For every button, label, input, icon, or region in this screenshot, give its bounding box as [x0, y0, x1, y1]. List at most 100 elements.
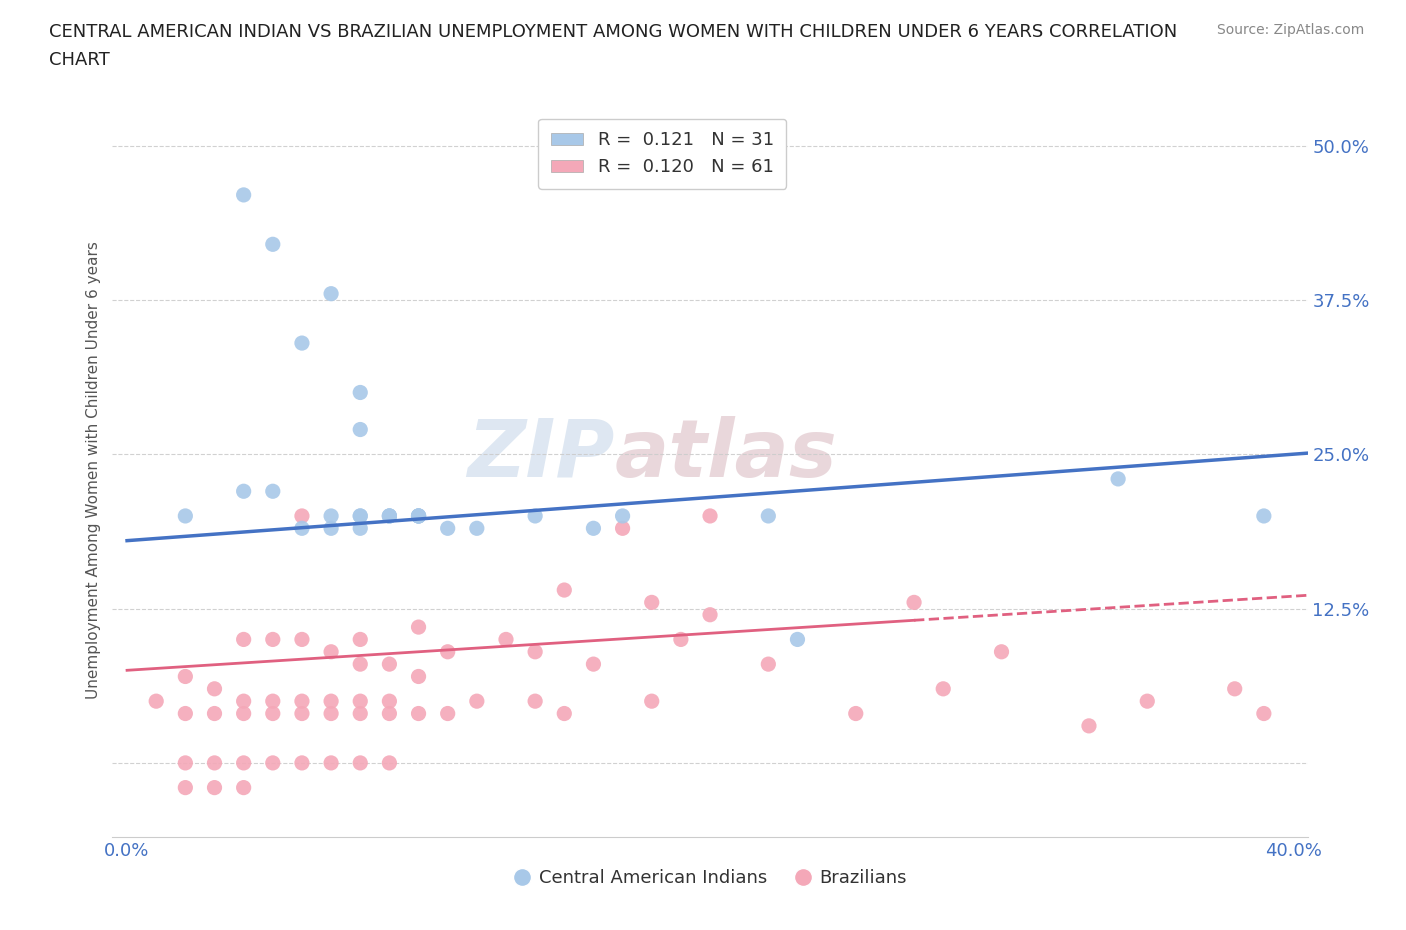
Point	[232, 755, 254, 770]
Point	[319, 755, 342, 770]
Y-axis label: Unemployment Among Women with Children Under 6 years: Unemployment Among Women with Children U…	[86, 241, 101, 698]
Point	[174, 706, 197, 721]
Point	[319, 694, 342, 709]
Point	[291, 755, 314, 770]
Point	[786, 632, 808, 647]
Point	[641, 694, 664, 709]
Point	[553, 582, 575, 597]
Point	[612, 509, 634, 524]
Point	[349, 755, 371, 770]
Point	[232, 632, 254, 647]
Point	[204, 682, 226, 697]
Point	[669, 632, 692, 647]
Point	[436, 521, 458, 536]
Point	[291, 706, 314, 721]
Point	[1253, 706, 1275, 721]
Point	[524, 694, 547, 709]
Point	[756, 657, 779, 671]
Point	[262, 237, 284, 252]
Point	[291, 521, 314, 536]
Point	[641, 595, 664, 610]
Point	[465, 521, 488, 536]
Point	[408, 619, 430, 634]
Point	[378, 509, 401, 524]
Point	[1253, 509, 1275, 524]
Point	[1078, 719, 1101, 734]
Point	[408, 509, 430, 524]
Point	[524, 509, 547, 524]
Point	[204, 780, 226, 795]
Point	[174, 755, 197, 770]
Point	[990, 644, 1012, 659]
Point	[145, 694, 167, 709]
Point	[408, 509, 430, 524]
Point	[319, 644, 342, 659]
Point	[1223, 682, 1246, 697]
Text: CENTRAL AMERICAN INDIAN VS BRAZILIAN UNEMPLOYMENT AMONG WOMEN WITH CHILDREN UNDE: CENTRAL AMERICAN INDIAN VS BRAZILIAN UNE…	[49, 23, 1177, 41]
Point	[262, 632, 284, 647]
Point	[378, 657, 401, 671]
Point	[319, 286, 342, 301]
Point	[232, 706, 254, 721]
Point	[378, 694, 401, 709]
Point	[174, 509, 197, 524]
Point	[378, 509, 401, 524]
Text: ZIP: ZIP	[467, 416, 614, 494]
Point	[349, 632, 371, 647]
Point	[174, 780, 197, 795]
Point	[349, 521, 371, 536]
Point	[232, 694, 254, 709]
Point	[319, 706, 342, 721]
Point	[699, 509, 721, 524]
Point	[932, 682, 955, 697]
Point	[436, 644, 458, 659]
Point	[349, 422, 371, 437]
Point	[903, 595, 925, 610]
Text: atlas: atlas	[614, 416, 837, 494]
Point	[262, 755, 284, 770]
Point	[204, 755, 226, 770]
Point	[582, 521, 605, 536]
Point	[319, 509, 342, 524]
Point	[408, 669, 430, 684]
Point	[349, 694, 371, 709]
Point	[436, 706, 458, 721]
Point	[291, 632, 314, 647]
Point	[291, 694, 314, 709]
Point	[319, 521, 342, 536]
Point	[495, 632, 517, 647]
Point	[378, 509, 401, 524]
Point	[378, 706, 401, 721]
Point	[756, 509, 779, 524]
Point	[553, 706, 575, 721]
Point	[349, 509, 371, 524]
Point	[262, 706, 284, 721]
Point	[232, 780, 254, 795]
Point	[1136, 694, 1159, 709]
Legend: Central American Indians, Brazilians: Central American Indians, Brazilians	[506, 862, 914, 894]
Point	[408, 509, 430, 524]
Point	[612, 521, 634, 536]
Text: CHART: CHART	[49, 51, 110, 69]
Point	[1107, 472, 1129, 486]
Point	[262, 484, 284, 498]
Point	[174, 669, 197, 684]
Text: Source: ZipAtlas.com: Source: ZipAtlas.com	[1216, 23, 1364, 37]
Point	[408, 706, 430, 721]
Point	[349, 509, 371, 524]
Point	[845, 706, 868, 721]
Point	[582, 657, 605, 671]
Point	[349, 706, 371, 721]
Point	[349, 385, 371, 400]
Point	[408, 509, 430, 524]
Point	[378, 755, 401, 770]
Point	[465, 694, 488, 709]
Point	[524, 644, 547, 659]
Point	[232, 484, 254, 498]
Point	[204, 706, 226, 721]
Point	[262, 694, 284, 709]
Point	[291, 336, 314, 351]
Point	[291, 509, 314, 524]
Point	[699, 607, 721, 622]
Point	[349, 657, 371, 671]
